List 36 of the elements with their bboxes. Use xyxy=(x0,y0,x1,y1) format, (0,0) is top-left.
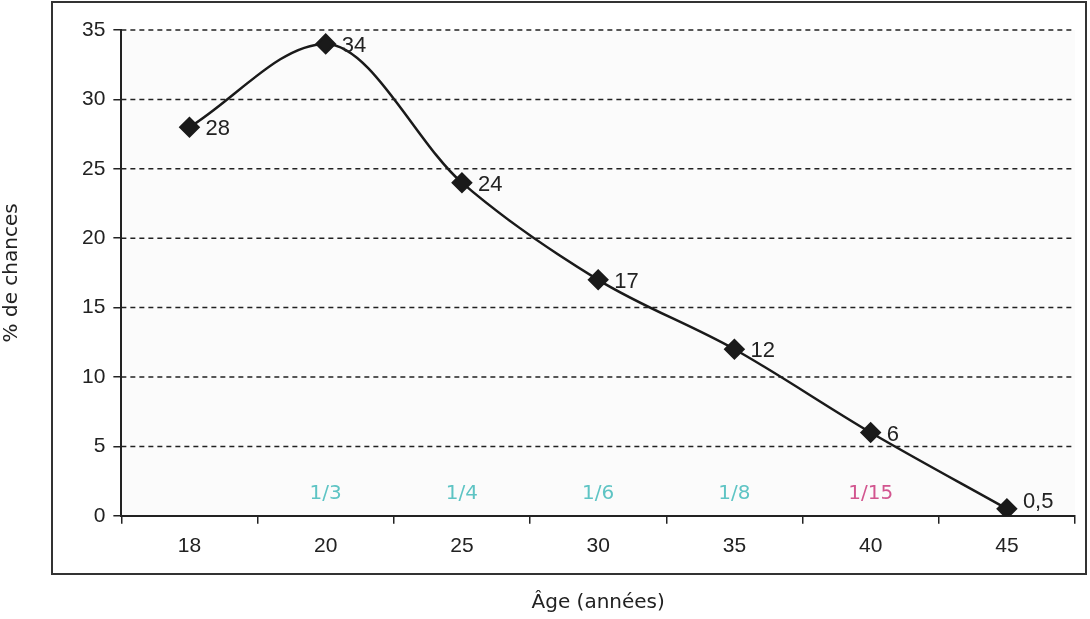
point xyxy=(860,422,881,443)
annotation: 1/6 xyxy=(582,480,615,504)
data-label: 24 xyxy=(477,170,503,196)
x-tick-label: 30 xyxy=(586,533,610,557)
annotation: 1/15 xyxy=(848,480,894,504)
y-tick-label: 30 xyxy=(82,86,106,110)
x-tick-label: 18 xyxy=(177,533,202,557)
data-label: 17 xyxy=(614,267,639,293)
y-tick-label: 5 xyxy=(93,433,106,457)
y-tick-label: 20 xyxy=(82,225,106,248)
point xyxy=(724,338,745,360)
data-label: 28 xyxy=(205,115,230,141)
annotation: 1/8 xyxy=(718,480,751,504)
y-axis-title: % de chances xyxy=(0,203,23,343)
y-tick-label: 35 xyxy=(82,16,106,40)
annotation: 1/4 xyxy=(445,480,479,504)
point xyxy=(587,269,609,291)
x-tick-label: 45 xyxy=(995,533,1019,557)
x-tick-label: 25 xyxy=(450,533,474,557)
point xyxy=(179,116,200,138)
data-label: 34 xyxy=(341,31,367,57)
point xyxy=(315,33,336,55)
data-label: 12 xyxy=(750,337,775,363)
x-tick-label: 20 xyxy=(314,533,338,557)
data-label: 6 xyxy=(886,420,899,446)
y-tick-label: 25 xyxy=(82,155,106,179)
y-tick-label: 10 xyxy=(82,363,106,387)
y-tick-label: 0 xyxy=(93,502,106,526)
x-axis-title: Âge (années) xyxy=(531,589,665,614)
data-label: 0,5 xyxy=(1022,487,1054,513)
point xyxy=(996,498,1018,516)
point xyxy=(451,172,473,193)
x-tick-label: 35 xyxy=(722,533,747,557)
x-tick-label: 40 xyxy=(858,533,883,557)
annotation: 1/3 xyxy=(309,480,342,504)
y-tick-label: 15 xyxy=(82,294,106,318)
